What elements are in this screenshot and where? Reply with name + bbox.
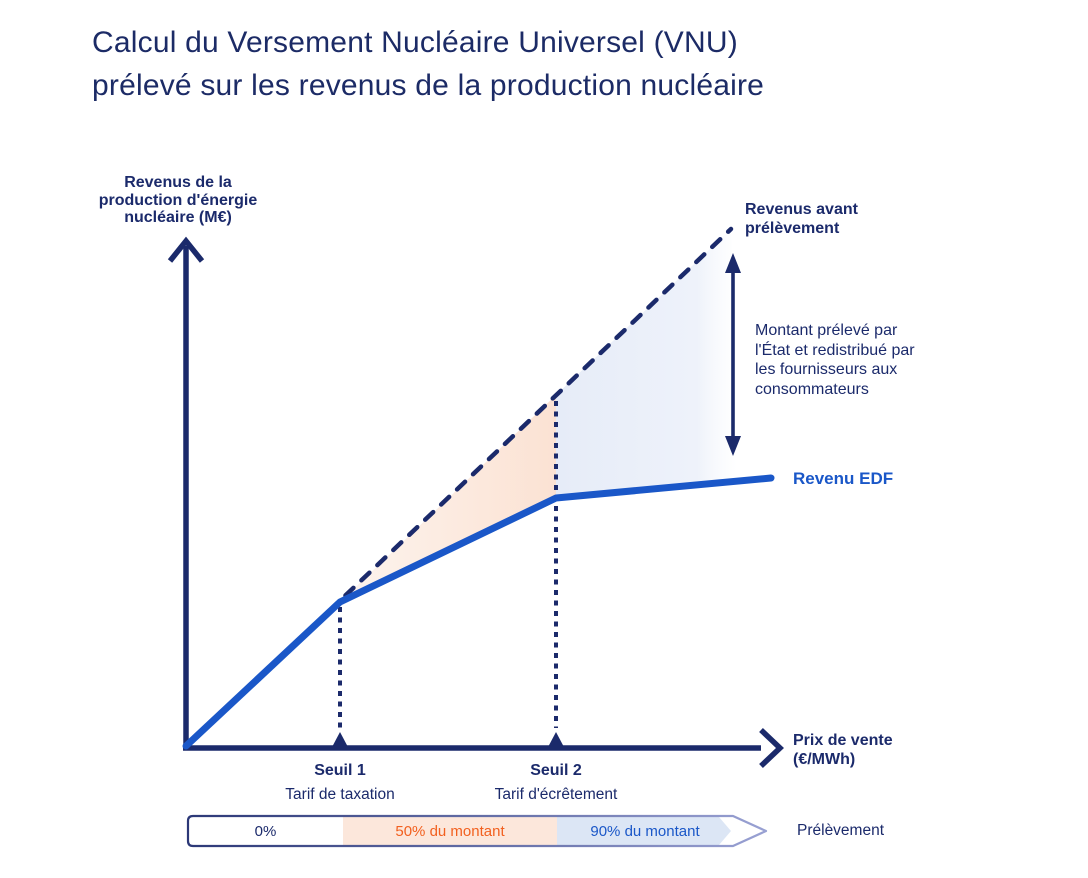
- page-title: Calcul du Versement Nucléaire Universel …: [92, 26, 765, 102]
- y-axis-arrowhead-icon: [167, 236, 205, 263]
- seuil1-marker-icon: [331, 732, 349, 749]
- revenue-before-levy-line: [183, 226, 734, 750]
- bar-segment-0pct-label: 0%: [254, 823, 277, 840]
- edf-revenue-line: [182, 474, 775, 750]
- y-axis-label: Revenus de la production d'énergie nuclé…: [98, 174, 258, 226]
- seuil1-label: Seuil 1: [314, 762, 366, 779]
- bar-segment-90pct-label: 90% du montant: [590, 823, 700, 840]
- bar-segment-90pct: [557, 817, 731, 845]
- seuil1-sublabel: Tarif de taxation: [285, 786, 395, 803]
- levy-bar-caption: Prélèvement: [797, 822, 885, 839]
- seuil2-marker-icon: [547, 732, 565, 749]
- bar-segment-50pct: [343, 817, 557, 845]
- levy-bar-outline: [186, 814, 768, 848]
- bar-segment-50pct-label: 50% du montant: [395, 823, 505, 840]
- levy-arrow-top-head-icon: [725, 253, 741, 273]
- edf-revenue-label: Revenu EDF: [793, 469, 894, 488]
- seuil2-label: Seuil 2: [530, 762, 582, 779]
- x-axis-arrowhead-icon: [759, 728, 784, 768]
- x-axis-label: Prix de vente (€/MWh): [793, 732, 893, 768]
- seuil2-sublabel: Tarif d'écrêtement: [494, 786, 618, 803]
- levy-amount-annotation: Montant prélevé par l'État et redistribu…: [755, 322, 915, 398]
- revenue-before-levy-label: Revenus avant prélèvement: [745, 201, 858, 237]
- levy-arrow-bottom-head-icon: [725, 436, 741, 456]
- levy-area-90pct: [556, 229, 737, 498]
